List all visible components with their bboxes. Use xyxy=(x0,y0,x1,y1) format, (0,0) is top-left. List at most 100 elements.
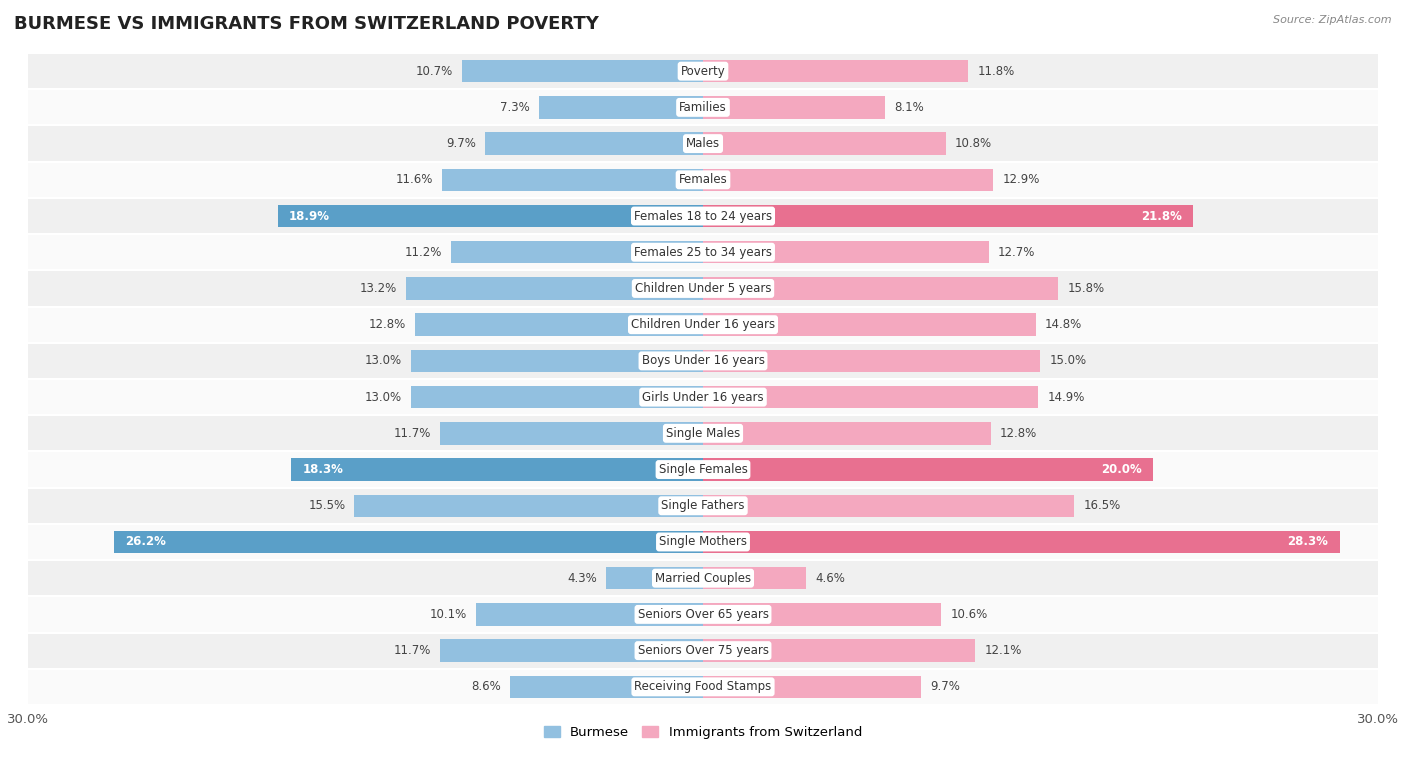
Text: Single Mothers: Single Mothers xyxy=(659,535,747,549)
Text: 8.6%: 8.6% xyxy=(471,681,501,694)
Text: 18.3%: 18.3% xyxy=(302,463,343,476)
Text: 14.9%: 14.9% xyxy=(1047,390,1084,403)
Bar xyxy=(703,241,988,264)
Text: 10.1%: 10.1% xyxy=(430,608,467,621)
Text: Single Males: Single Males xyxy=(666,427,740,440)
Text: Males: Males xyxy=(686,137,720,150)
Bar xyxy=(606,567,703,590)
Bar xyxy=(440,422,703,444)
Bar xyxy=(703,133,946,155)
Bar xyxy=(475,603,703,625)
Bar xyxy=(28,161,1378,198)
Bar xyxy=(703,459,1153,481)
Bar xyxy=(28,597,1378,632)
Bar xyxy=(415,314,703,336)
Text: 12.7%: 12.7% xyxy=(998,246,1035,258)
Text: 14.8%: 14.8% xyxy=(1045,318,1083,331)
Bar xyxy=(703,640,976,662)
Text: 11.7%: 11.7% xyxy=(394,644,430,657)
Text: Boys Under 16 years: Boys Under 16 years xyxy=(641,355,765,368)
Bar xyxy=(28,89,1378,126)
Text: 4.3%: 4.3% xyxy=(568,572,598,584)
Text: 16.5%: 16.5% xyxy=(1083,500,1121,512)
Bar xyxy=(28,53,1378,89)
Bar xyxy=(28,415,1378,452)
Bar xyxy=(703,277,1059,299)
Text: Receiving Food Stamps: Receiving Food Stamps xyxy=(634,681,772,694)
Text: Families: Families xyxy=(679,101,727,114)
Bar xyxy=(440,640,703,662)
Text: 28.3%: 28.3% xyxy=(1288,535,1329,549)
Text: 12.8%: 12.8% xyxy=(1000,427,1038,440)
Bar xyxy=(703,205,1194,227)
Bar xyxy=(703,168,993,191)
Bar xyxy=(538,96,703,118)
Bar xyxy=(485,133,703,155)
Bar xyxy=(703,675,921,698)
Text: 9.7%: 9.7% xyxy=(931,681,960,694)
Text: Married Couples: Married Couples xyxy=(655,572,751,584)
Text: Girls Under 16 years: Girls Under 16 years xyxy=(643,390,763,403)
Bar xyxy=(114,531,703,553)
Bar xyxy=(28,487,1378,524)
Text: Single Females: Single Females xyxy=(658,463,748,476)
Bar xyxy=(406,277,703,299)
Bar xyxy=(463,60,703,83)
Text: 21.8%: 21.8% xyxy=(1142,209,1182,223)
Text: 4.6%: 4.6% xyxy=(815,572,845,584)
Text: 13.0%: 13.0% xyxy=(364,390,402,403)
Text: Single Fathers: Single Fathers xyxy=(661,500,745,512)
Bar xyxy=(28,306,1378,343)
Bar xyxy=(703,422,991,444)
Bar xyxy=(28,126,1378,161)
Bar xyxy=(28,632,1378,669)
Bar xyxy=(703,96,886,118)
Bar xyxy=(441,168,703,191)
Text: Females 25 to 34 years: Females 25 to 34 years xyxy=(634,246,772,258)
Text: Females 18 to 24 years: Females 18 to 24 years xyxy=(634,209,772,223)
Bar xyxy=(703,314,1036,336)
Bar xyxy=(703,603,942,625)
Bar xyxy=(28,452,1378,487)
Text: Children Under 16 years: Children Under 16 years xyxy=(631,318,775,331)
Bar xyxy=(703,386,1038,409)
Text: Seniors Over 65 years: Seniors Over 65 years xyxy=(637,608,769,621)
Bar xyxy=(509,675,703,698)
Text: Poverty: Poverty xyxy=(681,64,725,77)
Bar xyxy=(28,669,1378,705)
Bar xyxy=(28,343,1378,379)
Bar xyxy=(28,198,1378,234)
Bar xyxy=(278,205,703,227)
Bar xyxy=(291,459,703,481)
Text: 12.9%: 12.9% xyxy=(1002,174,1039,186)
Text: 20.0%: 20.0% xyxy=(1101,463,1142,476)
Text: BURMESE VS IMMIGRANTS FROM SWITZERLAND POVERTY: BURMESE VS IMMIGRANTS FROM SWITZERLAND P… xyxy=(14,15,599,33)
Bar xyxy=(703,531,1340,553)
Text: 11.6%: 11.6% xyxy=(395,174,433,186)
Text: 12.8%: 12.8% xyxy=(368,318,406,331)
Bar xyxy=(28,560,1378,597)
Bar xyxy=(703,349,1040,372)
Text: 11.7%: 11.7% xyxy=(394,427,430,440)
Bar xyxy=(28,234,1378,271)
Text: 15.5%: 15.5% xyxy=(308,500,346,512)
Bar xyxy=(703,494,1074,517)
Text: Females: Females xyxy=(679,174,727,186)
Legend: Burmese, Immigrants from Switzerland: Burmese, Immigrants from Switzerland xyxy=(538,720,868,744)
Text: 13.0%: 13.0% xyxy=(364,355,402,368)
Bar xyxy=(28,524,1378,560)
Text: 15.0%: 15.0% xyxy=(1049,355,1087,368)
Bar xyxy=(411,386,703,409)
Text: 15.8%: 15.8% xyxy=(1067,282,1105,295)
Text: 12.1%: 12.1% xyxy=(984,644,1022,657)
Text: 7.3%: 7.3% xyxy=(501,101,530,114)
Text: 26.2%: 26.2% xyxy=(125,535,166,549)
Text: 10.6%: 10.6% xyxy=(950,608,987,621)
Bar xyxy=(28,379,1378,415)
Bar xyxy=(703,60,969,83)
Text: 11.2%: 11.2% xyxy=(405,246,441,258)
Text: Source: ZipAtlas.com: Source: ZipAtlas.com xyxy=(1274,15,1392,25)
Text: 11.8%: 11.8% xyxy=(977,64,1015,77)
Bar xyxy=(28,271,1378,306)
Text: 10.7%: 10.7% xyxy=(416,64,453,77)
